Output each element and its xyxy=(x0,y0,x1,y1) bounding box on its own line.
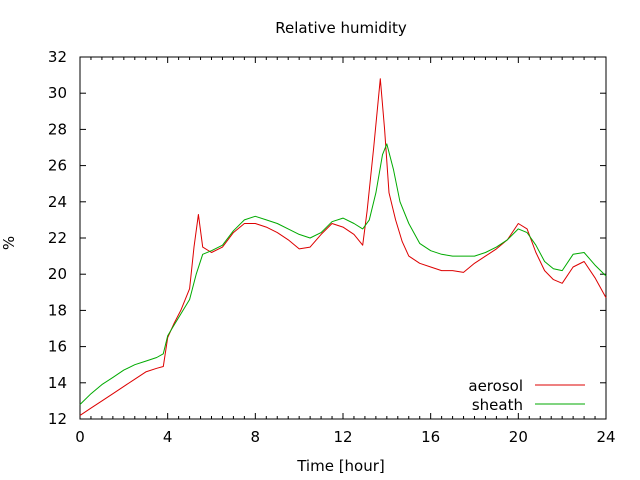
tick-labels: 0 4 8 12 16 20 24 12 14 16 18 20 22 24 26 28 30 32 xyxy=(48,48,616,446)
x-tick-label: 0 xyxy=(75,428,85,446)
x-tick-label: 20 xyxy=(509,428,528,446)
x-tick-label: 12 xyxy=(333,428,352,446)
chart-title: Relative humidity xyxy=(275,19,407,37)
y-tick-label: 14 xyxy=(48,374,67,392)
ticks xyxy=(79,56,607,420)
legend-label-aerosol: aerosol xyxy=(468,377,523,395)
x-tick-label: 8 xyxy=(251,428,261,446)
y-tick-label: 20 xyxy=(48,265,67,283)
y-tick-label: 32 xyxy=(48,48,67,66)
y-tick-label: 22 xyxy=(48,229,67,247)
x-tick-label: 16 xyxy=(421,428,440,446)
x-axis-label: Time [hour] xyxy=(296,457,385,475)
x-tick-label: 4 xyxy=(163,428,173,446)
series-line-sheath xyxy=(79,143,607,405)
y-tick-label: 26 xyxy=(48,157,67,175)
x-tick-label: 24 xyxy=(596,428,615,446)
series-line-aerosol xyxy=(79,78,607,416)
y-tick-label: 18 xyxy=(48,301,67,319)
y-tick-label: 30 xyxy=(48,84,67,102)
plot-frame xyxy=(79,56,607,420)
y-tick-label: 28 xyxy=(48,120,67,138)
y-axis-label: % xyxy=(0,236,18,250)
y-tick-label: 12 xyxy=(48,410,67,428)
y-tick-label: 16 xyxy=(48,338,67,356)
series-lines xyxy=(79,78,607,416)
legend-label-sheath: sheath xyxy=(472,396,523,414)
legend: aerosol sheath xyxy=(468,377,585,414)
y-tick-label: 24 xyxy=(48,193,67,211)
